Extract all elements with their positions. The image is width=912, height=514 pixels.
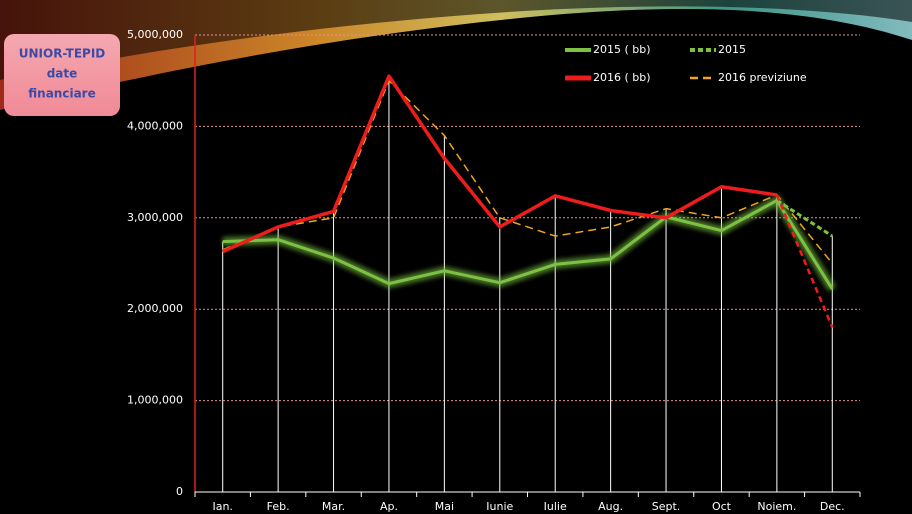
- y-tick-label: 1,000,000: [127, 394, 183, 407]
- series-line: [221, 74, 778, 254]
- swoosh-shade: [0, 0, 912, 80]
- x-tick-label: Dec.: [820, 500, 845, 513]
- series-line: [776, 199, 834, 238]
- x-tick-label: Noiem.: [757, 500, 796, 513]
- x-tick-label: Feb.: [267, 500, 290, 513]
- x-tick-label: Mai: [435, 500, 454, 513]
- legend-label: 2015: [718, 43, 746, 56]
- badge-text: date: [47, 67, 78, 81]
- legend-label: 2016 ( bb): [593, 71, 651, 84]
- legend-label: 2015 ( bb): [593, 43, 651, 56]
- x-tick-label: Ap.: [380, 500, 398, 513]
- y-tick-label: 4,000,000: [127, 119, 183, 132]
- series-line: [775, 194, 834, 328]
- x-tick-label: Oct: [712, 500, 732, 513]
- badge-text: financiare: [28, 87, 95, 101]
- legend-label: 2016 previziune: [718, 71, 807, 84]
- y-tick-label: 2,000,000: [127, 302, 183, 315]
- y-tick-label: 3,000,000: [127, 211, 183, 224]
- badge-text: UNIOR-TEPID: [19, 47, 106, 61]
- x-tick-label: Sept.: [652, 500, 681, 513]
- x-tick-label: Ian.: [212, 500, 232, 513]
- series-line: [222, 79, 833, 264]
- series-line: [222, 198, 834, 290]
- series-glow: [222, 194, 837, 292]
- y-tick-label: 5,000,000: [127, 28, 183, 41]
- x-tick-label: Mar.: [322, 500, 345, 513]
- x-tick-label: Aug.: [598, 500, 623, 513]
- x-tick-label: Iulie: [544, 500, 567, 513]
- x-tick-label: Iunie: [486, 500, 513, 513]
- y-tick-label: 0: [176, 485, 183, 498]
- badge: [4, 34, 120, 116]
